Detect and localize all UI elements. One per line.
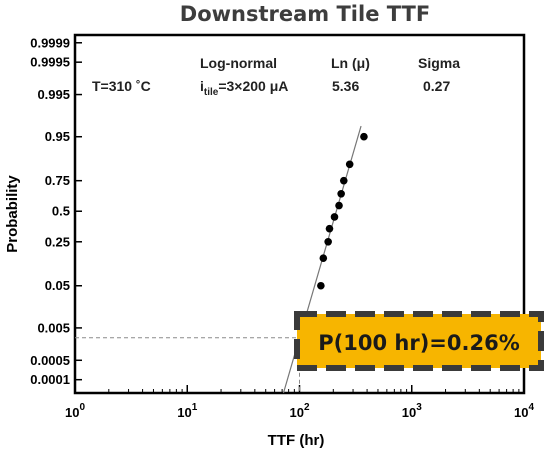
model-label: Log-normal <box>200 55 277 71</box>
x-tick-label: 102 <box>289 402 309 420</box>
x-tick-label: 103 <box>402 402 422 420</box>
sigma-value: 0.27 <box>423 78 450 94</box>
reference-guides <box>75 337 300 393</box>
callout-box: P(100 hr)=0.26% <box>294 311 544 371</box>
y-axis-label: Probability <box>4 175 21 253</box>
data-point <box>324 237 332 246</box>
data-point <box>319 254 328 262</box>
y-tick-label: 0.0001 <box>30 372 70 387</box>
y-tick-label: 0.9999 <box>30 35 70 50</box>
y-tick-label: 0.5 <box>52 204 70 219</box>
data-point <box>345 160 354 169</box>
callout-background <box>294 311 544 371</box>
y-tick-label: 0.005 <box>37 320 70 335</box>
data-point <box>339 176 348 185</box>
condition-label: T=310 ˚C <box>92 78 151 94</box>
chart-title: Downstream Tile TTF <box>180 2 430 26</box>
y-tick-label: 0.9995 <box>30 55 70 70</box>
y-tick-label: 0.995 <box>37 87 70 102</box>
data-point <box>360 132 368 141</box>
data-points <box>317 132 368 290</box>
callout-text: P(100 hr)=0.26% <box>318 331 520 355</box>
data-point <box>317 281 325 290</box>
data-point <box>335 201 343 210</box>
current-label: itile=3×200 μA <box>200 78 288 98</box>
y-tick-label: 0.05 <box>45 278 70 293</box>
y-tick-label: 0.75 <box>45 173 70 188</box>
current-value: =3×200 μA <box>218 78 288 94</box>
sigma-header: Sigma <box>418 55 460 71</box>
x-tick-label: 101 <box>177 402 197 420</box>
data-point <box>337 189 345 198</box>
y-axis-ticks: 0.9999 0.9995 0.995 0.95 0.75 0.5 0.25 0.05 0.00… <box>30 35 82 387</box>
y-tick-label: 0.0005 <box>30 353 70 368</box>
data-point <box>330 213 339 221</box>
x-tick-label: 104 <box>514 402 534 420</box>
y-tick-label: 0.25 <box>45 234 70 249</box>
x-axis-ticks: 100 101 102 103 104 <box>65 385 534 420</box>
current-subscript: tile <box>204 87 219 98</box>
x-axis-label: TTF (hr) <box>268 432 325 449</box>
data-point <box>325 224 334 233</box>
mu-header: Ln (μ) <box>331 55 370 71</box>
current-prefix: i <box>200 78 204 94</box>
mu-value: 5.36 <box>332 78 359 94</box>
x-tick-label: 100 <box>65 402 85 420</box>
y-tick-label: 0.95 <box>45 129 70 144</box>
